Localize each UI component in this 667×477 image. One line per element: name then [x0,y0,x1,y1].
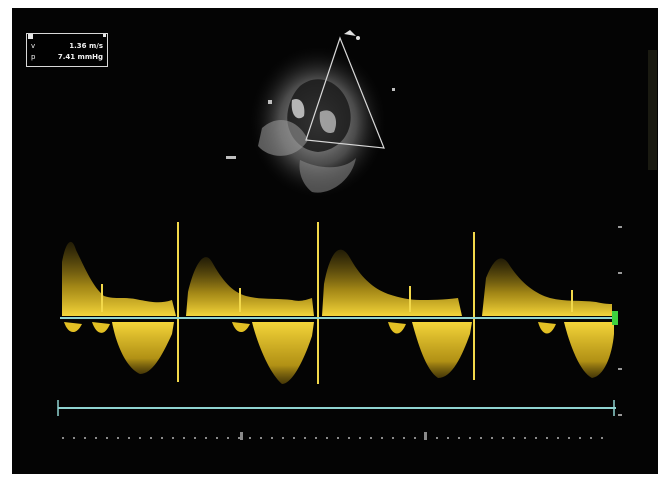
velocity-readout: v 1.36 m/s [31,43,103,52]
time-tick [381,437,383,439]
velocity-symbol: v [31,42,36,50]
time-tick [414,437,416,439]
time-tick [150,437,152,439]
time-tick [513,437,515,439]
time-tick [370,437,372,439]
doppler-spectrum [60,222,618,384]
readout-corner-mark [103,34,106,37]
time-tick [205,437,207,439]
time-tick [557,437,559,439]
time-tick [282,437,284,439]
time-tick [216,437,218,439]
time-tick [579,437,581,439]
time-tick [249,437,251,439]
echo-2d-view [226,30,395,200]
time-tick [601,437,603,439]
time-tick [436,437,438,439]
time-tick [315,437,317,439]
pressure-symbol: p [31,53,36,61]
time-tick [348,437,350,439]
time-major-tick [424,432,427,440]
time-tick [172,437,174,439]
time-tick [480,437,482,439]
time-tick [524,437,526,439]
time-tick [238,437,240,439]
time-tick [260,437,262,439]
time-tick [590,437,592,439]
time-tick [359,437,361,439]
time-tick [403,437,405,439]
time-tick [326,437,328,439]
time-tick [502,437,504,439]
time-tick [62,437,64,439]
pressure-value: 7.41 mmHg [57,53,103,61]
time-tick [73,437,75,439]
time-tick [117,437,119,439]
time-tick [546,437,548,439]
time-tick [304,437,306,439]
baseline-marker [612,311,618,325]
time-tick [183,437,185,439]
time-tick [535,437,537,439]
time-tick [271,437,273,439]
velocity-value: 1.36 m/s [69,42,103,50]
time-tick [161,437,163,439]
time-tick [95,437,97,439]
time-tick [139,437,141,439]
time-tick [194,437,196,439]
readout-corner-mark [28,34,33,39]
time-tick [568,437,570,439]
time-tick [106,437,108,439]
measurement-readout: v 1.36 m/s p 7.41 mmHg [26,33,108,67]
time-tick [469,437,471,439]
time-tick [491,437,493,439]
time-tick [392,437,394,439]
time-axis [62,432,603,440]
time-major-tick [240,432,243,440]
time-tick [84,437,86,439]
time-tick [337,437,339,439]
time-tick [293,437,295,439]
velocity-scale [618,226,622,416]
time-tick [128,437,130,439]
time-tick [458,437,460,439]
time-tick [227,437,229,439]
pressure-readout: p 7.41 mmHg [31,54,103,63]
time-tick [447,437,449,439]
